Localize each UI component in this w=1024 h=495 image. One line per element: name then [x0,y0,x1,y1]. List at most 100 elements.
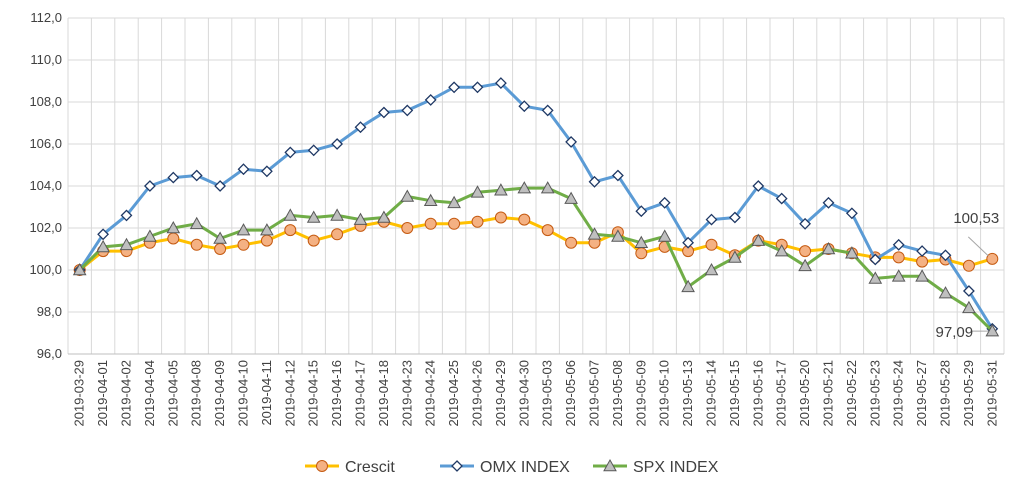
spx-marker [728,250,742,263]
spx-marker [470,185,485,198]
x-axis: 2019-03-29 2019-04-01 2019-04-02 2019-04-04… [68,353,1004,427]
omx-marker [451,460,463,472]
x-tick-label: 2019-04-18 [376,360,391,427]
x-tick-label: 2019-03-29 [72,360,87,427]
y-tick-label: 98,0 [37,304,62,319]
x-tick-label: 2019-04-08 [189,360,204,427]
spx-index-line [78,186,994,333]
omx-marker [120,209,133,222]
omx-marker [377,106,390,119]
x-tick-label: 2019-05-27 [914,360,929,427]
spx-marker [915,269,929,282]
omx-marker [237,163,250,176]
x-tick-label: 2019-05-22 [844,360,859,427]
omx-marker [728,211,741,224]
x-tick-label: 2019-05-06 [563,360,578,427]
x-tick-label: 2019-04-24 [423,360,438,427]
y-tick-label: 100,0 [29,262,62,277]
x-tick-label: 2019-05-31 [984,360,999,427]
spx-marker [236,223,251,236]
x-tick-label: 2019-05-10 [657,360,672,427]
x-tick-label: 2019-04-09 [212,360,227,427]
legend-item-spx-index: SPX INDEX [593,458,719,476]
omx-marker [284,146,297,159]
omx-marker [588,175,601,188]
x-tick-label: 2019-05-28 [938,360,953,427]
spx-marker [494,183,508,196]
omx-marker [401,104,414,117]
legend-label: OMX INDEX [480,459,570,476]
spx-marker [704,262,719,276]
x-tick-label: 2019-05-08 [610,360,625,427]
omx-marker [682,236,695,249]
x-tick-label: 2019-04-25 [446,360,461,427]
spx-marker [517,181,532,194]
spx-marker [634,235,649,248]
legend-item-crescit: Crescit [305,459,395,476]
spx-marker [213,231,227,244]
y-tick-label: 104,0 [29,178,62,193]
legend-label: SPX INDEX [633,459,719,476]
y-tick-label: 112,0 [30,10,62,25]
x-tick-label: 2019-05-29 [961,360,976,427]
x-tick-label: 2019-05-20 [797,360,812,427]
x-tick-label: 2019-05-24 [891,360,906,427]
x-tick-label: 2019-04-11 [259,360,274,426]
x-tick-label: 2019-05-21 [821,360,836,427]
crescit-marker [518,213,531,226]
spx-index-series [72,181,1000,337]
omx-marker [565,135,578,148]
crescit-marker [494,211,507,224]
spx-marker [587,227,602,240]
spx-marker [751,233,766,246]
spx-marker [681,279,695,293]
omx-marker [331,138,344,150]
omx-marker [799,217,812,230]
crescit-marker [565,236,578,249]
omx-marker [611,169,624,182]
series-layer [72,77,1000,337]
omx-marker [705,213,718,226]
spx-marker [283,208,298,221]
x-tick-label: 2019-05-15 [727,360,742,427]
crescit-marker [962,259,975,272]
x-tick-label: 2019-04-10 [236,360,251,427]
crescit-marker [448,217,461,230]
omx-marker [869,253,882,266]
x-tick-label: 2019-04-01 [95,360,110,427]
x-tick-label: 2019-04-23 [399,360,414,427]
crescit-marker [471,215,484,228]
spx-marker [985,324,1000,337]
spx-marker [143,229,157,242]
x-tick-label: 2019-04-26 [470,360,485,427]
omx-marker [518,100,531,113]
x-tick-label: 2019-05-13 [680,360,695,427]
omx-marker [167,171,180,184]
crescit-marker [331,228,344,241]
legend-label: Crescit [345,459,395,476]
legend-item-omx-index: OMX INDEX [440,459,570,476]
omx-marker [214,180,227,192]
omx-marker [424,93,437,106]
legend: Crescit OMX INDEX SPX INDEX [305,458,719,476]
omx-marker [541,104,554,117]
spx-marker [891,269,906,282]
omx-marker [916,245,929,258]
crescit-marker [401,222,414,234]
crescit-marker [260,234,273,247]
y-tick-label: 110,0 [30,52,62,67]
y-axis: 96,0 98,0 100,0 102,0 104,0 106,0 108,0 110,0 11… [29,10,62,361]
x-tick-label: 2019-04-04 [142,360,157,427]
spx-marker [423,193,438,206]
x-tick-label: 2019-04-16 [329,360,344,427]
spx-marker [603,458,617,472]
spx-marker [798,258,812,272]
crescit-marker [214,243,227,255]
y-tick-label: 102,0 [29,220,62,235]
omx-marker [752,180,765,192]
spx-marker [306,210,321,223]
omx-marker [775,192,788,205]
x-tick-label: 2019-04-29 [493,360,508,427]
spx-marker [72,262,87,276]
